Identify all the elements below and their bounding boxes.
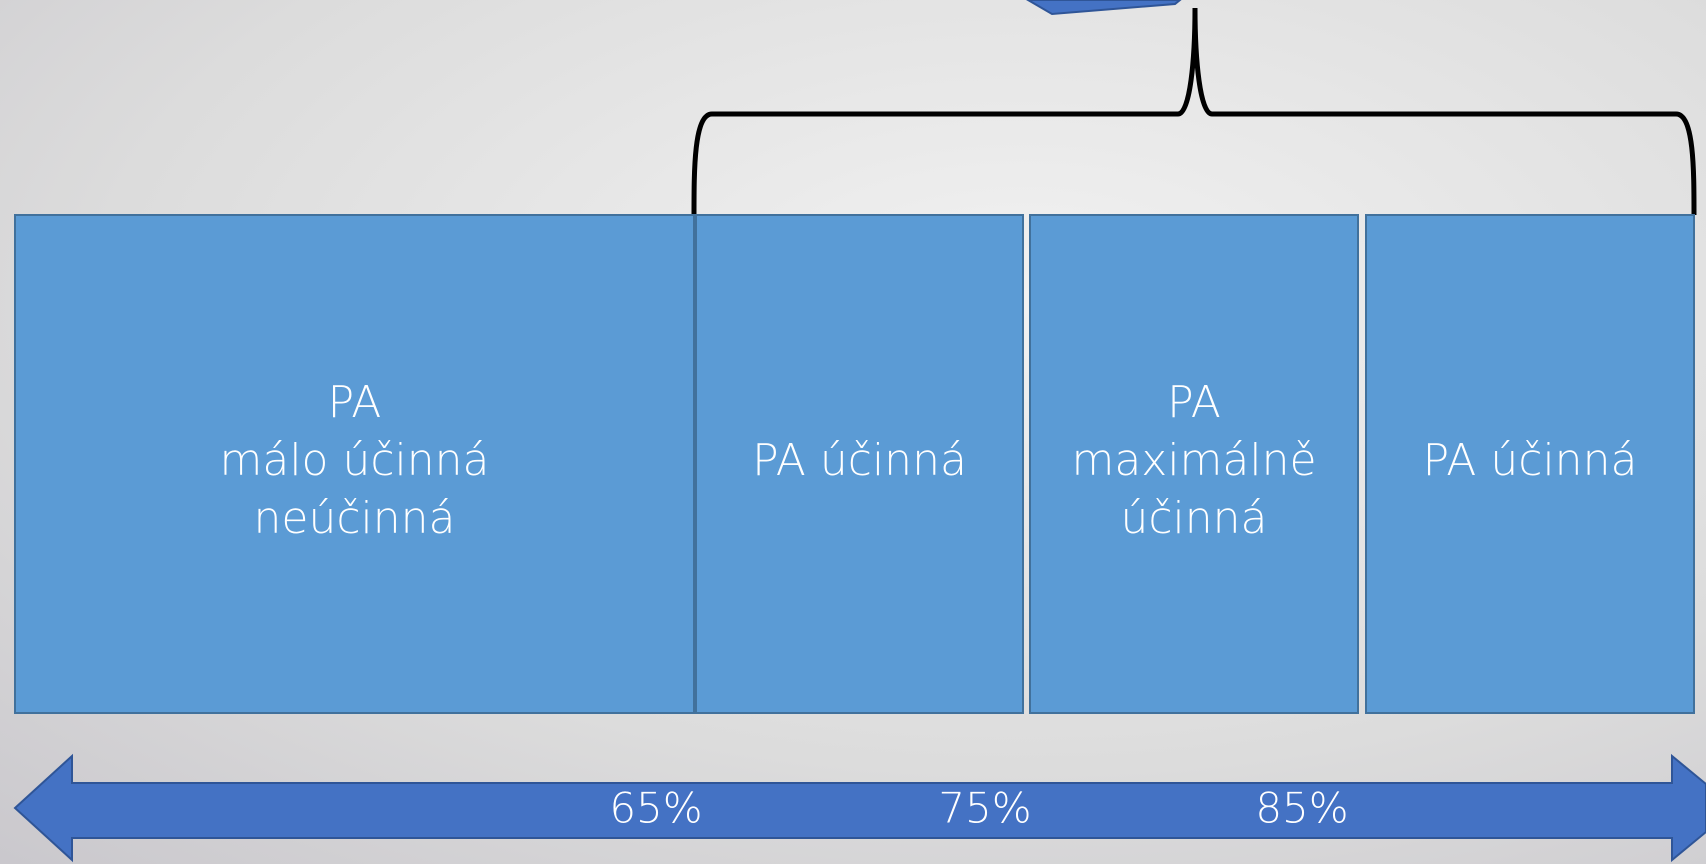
scale-labels: 65% 75% 85% [609, 784, 1348, 833]
brace [691, 7, 1697, 216]
box-label: PA [328, 377, 382, 428]
box-label: účinná [1120, 493, 1267, 544]
box-label: maximálně [1071, 435, 1316, 486]
box [14, 214, 695, 714]
box [1029, 214, 1359, 714]
scale-label: 85% [1255, 784, 1348, 833]
box-label: neúčinná [254, 493, 456, 544]
box [695, 214, 1024, 714]
box-label: PA účinná [752, 435, 967, 486]
box-label: PA účinná [1423, 435, 1638, 486]
box [1365, 214, 1695, 714]
box-label: málo účinná [220, 435, 490, 486]
scale-label: 75% [938, 784, 1031, 833]
box-label: PA [1167, 377, 1221, 428]
boxes: PA málo účinná neúčinná PA účinná PA maximáln… [14, 214, 1695, 714]
top-shape [1026, 0, 1182, 16]
scale-label: 65% [609, 784, 702, 833]
scale-arrow [13, 753, 1706, 863]
